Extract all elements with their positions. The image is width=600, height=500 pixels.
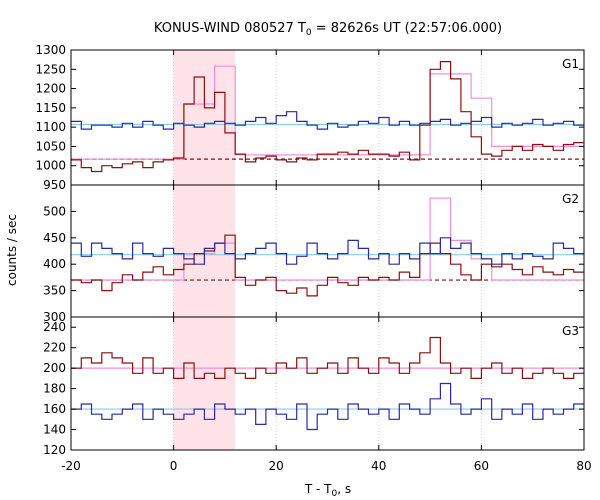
y-tick-label: 300 bbox=[43, 310, 66, 324]
x-tick-label: 40 bbox=[371, 459, 386, 473]
x-tick-label: 0 bbox=[170, 459, 178, 473]
chart-title: KONUS-WIND 080527 T0 = 82626s UT (22:57:… bbox=[154, 21, 502, 38]
y-tick-label: 220 bbox=[43, 341, 66, 355]
y-tick-label: 160 bbox=[43, 402, 66, 416]
panel-label: G2 bbox=[562, 192, 579, 206]
series-step-darkred bbox=[71, 234, 584, 297]
series-step-blue bbox=[71, 382, 584, 431]
y-tick-label: 140 bbox=[43, 423, 66, 437]
x-tick-label: 60 bbox=[474, 459, 489, 473]
panel-label: G3 bbox=[562, 324, 579, 338]
x-tick-label: -20 bbox=[61, 459, 81, 473]
y-tick-label: 120 bbox=[43, 443, 66, 457]
y-tick-label: 400 bbox=[43, 257, 66, 271]
series-step-blue bbox=[71, 237, 584, 265]
panel-frame bbox=[70, 316, 585, 451]
y-tick-label: 1050 bbox=[35, 139, 66, 153]
series-step-darkred bbox=[71, 336, 584, 379]
frame-layer bbox=[70, 49, 585, 451]
y-tick-label: 950 bbox=[43, 178, 66, 192]
x-axis-label: T - T0, s bbox=[304, 482, 351, 499]
y-axis-label: counts / sec bbox=[5, 214, 19, 286]
series-layer bbox=[71, 61, 584, 431]
y-tick-label: 1300 bbox=[35, 43, 66, 57]
y-tick-label: 350 bbox=[43, 284, 66, 298]
x-tick-label: 20 bbox=[269, 459, 284, 473]
y-tick-label: 240 bbox=[43, 320, 66, 334]
y-tick-label: 1100 bbox=[35, 120, 66, 134]
series-step-blue bbox=[71, 111, 584, 130]
y-tick-label: 200 bbox=[43, 361, 66, 375]
x-tick-label: 80 bbox=[576, 459, 591, 473]
y-tick-label: 1000 bbox=[35, 159, 66, 173]
y-tick-label: 500 bbox=[43, 204, 66, 218]
series-step-darkred bbox=[71, 61, 584, 173]
y-tick-label: 1150 bbox=[35, 101, 66, 115]
label-layer: KONUS-WIND 080527 T0 = 82626s UT (22:57:… bbox=[5, 21, 592, 499]
y-tick-label: 1250 bbox=[35, 62, 66, 76]
panel-label: G1 bbox=[562, 57, 579, 71]
y-tick-label: 450 bbox=[43, 231, 66, 245]
y-tick-label: 1200 bbox=[35, 82, 66, 96]
y-tick-label: 180 bbox=[43, 382, 66, 396]
